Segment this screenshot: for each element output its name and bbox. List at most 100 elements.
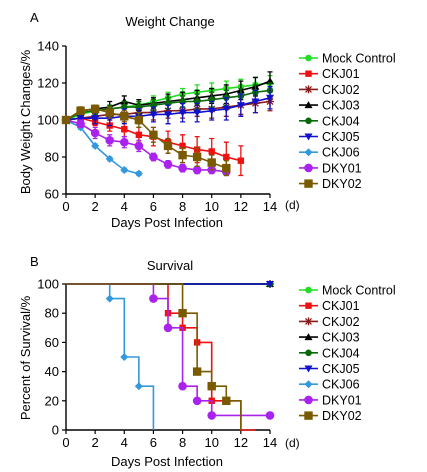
legend-label-mock-control: Mock Control <box>322 52 396 66</box>
survival-line-ckj06 <box>66 283 155 430</box>
weight-x-tick-label: 12 <box>234 199 248 214</box>
weight-point-ckj05 <box>193 109 202 117</box>
legend-marker-ckj02 <box>304 317 313 326</box>
legend-label-ckj01: CKJ01 <box>322 67 360 81</box>
weight-point-ckj05 <box>91 115 100 123</box>
weight-point-ckj05 <box>236 102 245 110</box>
survival-x-tick-label: 14 <box>263 435 277 450</box>
weight-point-dky02 <box>178 150 187 160</box>
weight-point-dky01 <box>134 141 144 151</box>
weight-y-tick-label: 60 <box>45 187 59 202</box>
weight-x-tick-label: 0 <box>62 199 69 214</box>
survival-line-dky02 <box>66 283 242 430</box>
survival-x-tick-label: 8 <box>179 435 186 450</box>
legend-marker-ckj06 <box>304 380 313 389</box>
legend-label-mock-control: Mock Control <box>322 284 396 298</box>
survival-y-tick-label: 80 <box>45 306 59 321</box>
weight-point-ckj05 <box>178 109 187 117</box>
survival-y-axis-label: Percent of Survival/% <box>18 295 33 420</box>
weight-y-axis-label: Body Weight Changes/% <box>18 49 33 194</box>
weight-chart-title: Weight Change <box>125 14 214 29</box>
weight-point-ckj05 <box>266 94 274 102</box>
legend-label-dky02: DKY02 <box>322 409 362 423</box>
weight-point-ckj01 <box>237 157 245 164</box>
survival-y-tick-label: 40 <box>45 364 59 379</box>
weight-point-dky02 <box>222 163 231 173</box>
weight-point-dky01 <box>105 136 115 145</box>
legend-marker-ckj06 <box>304 148 313 157</box>
weight-change-chart: 0 2 4 6 8 10 12 14 60 80 100 120 140 Days Post Infec… <box>18 39 396 231</box>
legend-marker-ckj01 <box>305 302 312 309</box>
legend-label-ckj04: CKJ04 <box>322 346 360 360</box>
weight-point-dky02 <box>90 104 100 114</box>
weight-point-dky01 <box>119 137 129 147</box>
legend-marker-dky01 <box>304 395 313 405</box>
weight-point-ckj01 <box>121 126 128 133</box>
legend-marker-ckj04 <box>305 349 312 357</box>
legend-label-ckj03: CKJ03 <box>322 99 360 113</box>
weight-x-tick-label: 10 <box>204 199 218 214</box>
weight-point-dky01 <box>149 152 158 162</box>
survival-point-dky01 <box>265 411 275 420</box>
panel-label-a: A <box>30 10 39 25</box>
survival-plot-area: 0 2 4 6 8 10 12 14 0 20 40 60 80 100 <box>37 277 277 451</box>
weight-x-tick-label: 2 <box>92 199 99 214</box>
survival-line-ckj01 <box>66 283 256 431</box>
survival-x-tick-label: 10 <box>204 435 218 450</box>
legend-label-ckj05: CKJ05 <box>322 362 360 376</box>
survival-point-ckj06 <box>105 294 114 303</box>
survival-x-unit: (d) <box>285 436 300 450</box>
weight-point-dky01 <box>90 128 100 138</box>
survival-y-tick-label: 0 <box>52 423 59 438</box>
survival-y-tick-label: 100 <box>37 277 59 292</box>
weight-point-dky02 <box>149 130 158 139</box>
panel-label-b: B <box>30 254 39 269</box>
weight-point-dky01 <box>178 163 187 173</box>
survival-x-axis-label: Days Post Infection <box>111 454 223 469</box>
legend-label-ckj06: CKJ06 <box>322 146 360 160</box>
weight-point-dky02 <box>76 106 85 115</box>
survival-point-dky02 <box>178 309 187 318</box>
weight-point-dky02 <box>207 158 216 167</box>
weight-y-tick-label: 100 <box>37 113 59 128</box>
weight-point-dky01 <box>163 160 173 169</box>
legend-marker-ckj05 <box>304 133 313 141</box>
weight-point-dky01 <box>192 165 202 175</box>
survival-y-tick-label: 20 <box>45 393 59 408</box>
survival-chart: 0 2 4 6 8 10 12 14 0 20 40 60 80 100 Days Post Infect… <box>18 277 396 470</box>
legend-marker-ckj04 <box>305 117 312 125</box>
weight-point-dky02 <box>61 115 71 125</box>
weight-point-ckj05 <box>207 107 216 115</box>
weight-point-ckj05 <box>251 98 260 106</box>
weight-point-dky02 <box>192 152 202 162</box>
survival-x-tick-label: 4 <box>121 435 128 450</box>
legend-label-ckj01: CKJ01 <box>322 299 360 313</box>
survival-x-tick-label: 0 <box>62 435 69 450</box>
weight-point-ckj05 <box>76 115 85 123</box>
legend-label-ckj06: CKJ06 <box>322 378 360 392</box>
weight-line-ckj06 <box>65 119 140 175</box>
weight-point-ckj06 <box>91 141 100 150</box>
legend-marker-dky02 <box>304 411 313 420</box>
weight-point-ckj01 <box>223 153 230 161</box>
weight-x-tick-label: 6 <box>150 199 157 214</box>
survival-point-ckj06 <box>120 353 129 361</box>
weight-y-tick-label: 80 <box>45 150 59 165</box>
weight-point-dky02 <box>134 115 144 125</box>
weight-point-ckj05 <box>164 111 172 119</box>
legend-label-dky02: DKY02 <box>322 177 362 191</box>
weight-x-tick-label: 4 <box>121 199 128 214</box>
legend-marker-ckj03 <box>304 333 313 341</box>
legend-label-ckj03: CKJ03 <box>322 331 360 345</box>
weight-point-ckj06 <box>134 169 143 178</box>
weight-x-unit: (d) <box>285 198 300 212</box>
survival-y-tick-label: 60 <box>45 335 59 350</box>
survival-point-dky01 <box>178 381 187 391</box>
weight-y-tick-label: 140 <box>37 39 59 54</box>
weight-point-dky01 <box>76 119 85 128</box>
survival-point-dky02 <box>192 367 202 376</box>
weight-point-ckj01 <box>135 131 143 138</box>
